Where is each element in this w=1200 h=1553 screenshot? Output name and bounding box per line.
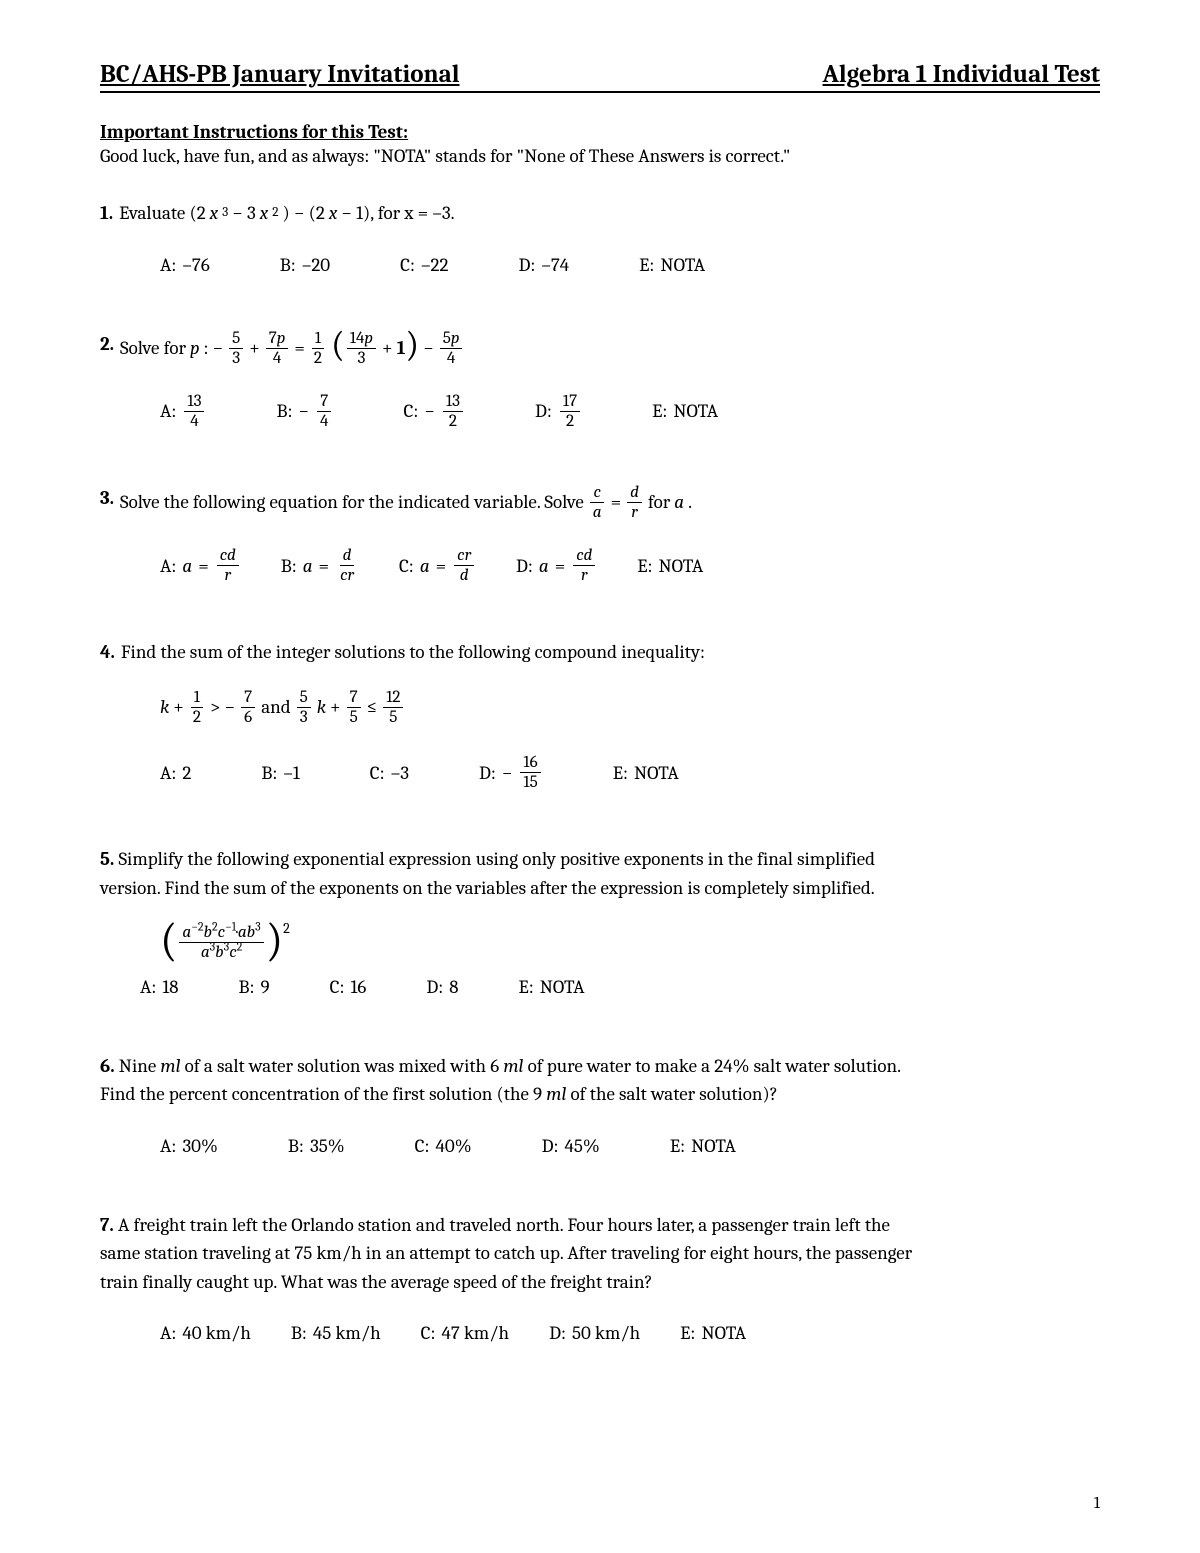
q7-number: 7.: [100, 1214, 114, 1236]
header-left: BC/AHS-PB January Invitational: [100, 60, 459, 89]
q3-choice-b: B: a = dcr: [281, 547, 359, 584]
q4-choice-e: E: NOTA: [613, 762, 679, 784]
q6-choices: A: 30% B: 35% C: 40% D: 45% E: NOTA: [160, 1135, 1100, 1157]
q2-choice-a: A: 134: [160, 393, 206, 430]
question-3: 3. Solve the following equation for the …: [100, 484, 1100, 584]
q5-line2: version. Find the sum of the exponents o…: [100, 877, 875, 899]
q4-choices: A: 2 B: –1 C: –3 D: −1615 E: NOTA: [160, 754, 1100, 791]
q5-choice-a: A: 18: [140, 976, 179, 998]
q5-choice-e: E: NOTA: [518, 976, 584, 998]
q5-choice-d: D: 8: [426, 976, 458, 998]
q1-choice-a: A: –76: [160, 254, 210, 276]
q7-choices: A: 40 km/h B: 45 km/h C: 47 km/h D: 50 k…: [160, 1322, 1100, 1344]
question-7: 7. A freight train left the Orlando stat…: [100, 1211, 1100, 1345]
q3-text: Solve the following equation for the ind…: [120, 484, 1100, 521]
instructions-title: Important Instructions for this Test:: [100, 121, 1100, 143]
q7-line2: same station traveling at 75 km/h in an …: [100, 1242, 912, 1264]
q1-choices: A: –76 B: –20 C: –22 D: –74 E: NOTA: [160, 254, 1100, 276]
page-number: 1: [1094, 1494, 1100, 1513]
q4-expression: k + 12 > − 76 and 53k + 75 ≤ 125: [160, 689, 405, 726]
question-6: 6. Nine ml of a salt water solution was …: [100, 1052, 1100, 1157]
q5-choice-b: B: 9: [239, 976, 270, 998]
q7-choice-d: D: 50 km/h: [549, 1322, 640, 1344]
q3-choice-c: C: a = crd: [399, 547, 476, 584]
q7-choice-c: C: 47 km/h: [421, 1322, 509, 1344]
q3-number: 3.: [100, 484, 114, 513]
page-header: BC/AHS-PB January Invitational Algebra 1…: [100, 60, 1100, 93]
q5-number: 5.: [100, 848, 114, 870]
instructions-text: Good luck, have fun, and as always: "NOT…: [100, 145, 1100, 167]
q2-choice-d: D: 172: [535, 393, 582, 430]
q3-choice-a: A: a = cdr: [160, 547, 241, 584]
q2-choice-e: E: NOTA: [652, 400, 718, 422]
q1-number: 1.: [100, 199, 113, 228]
q4-choice-a: A: 2: [160, 762, 191, 784]
q2-choices: A: 134 B: −74 C: −132 D: 172 E: NOTA: [160, 393, 1100, 430]
q6-choice-c: C: 40%: [415, 1135, 472, 1157]
q1-choice-d: D: –74: [518, 254, 569, 276]
q4-choice-c: C: –3: [370, 762, 409, 784]
q3-choices: A: a = cdr B: a = dcr C: a = crd D: a = …: [160, 547, 1100, 584]
q6-choice-b: B: 35%: [288, 1135, 345, 1157]
q4-number: 4.: [100, 638, 115, 667]
q7-choice-e: E: NOTA: [680, 1322, 746, 1344]
q4-choice-d: D: −1615: [479, 754, 543, 791]
q5-choices: A: 18 B: 9 C: 16 D: 8 E: NOTA: [140, 976, 1100, 998]
q6-number: 6.: [100, 1055, 115, 1077]
question-1: 1. Evaluate (2x3 − 3x2) − (2x − 1) , for…: [100, 199, 1100, 276]
q1-expression: (2x3 − 3x2) − (2x − 1): [189, 199, 370, 228]
q1-choice-b: B: –20: [280, 254, 330, 276]
q4-choice-b: B: –1: [261, 762, 299, 784]
q1-text: Evaluate (2x3 − 3x2) − (2x − 1) , for x …: [119, 199, 1100, 228]
q5-line1: Simplify the following exponential expre…: [118, 848, 875, 870]
question-5: 5. Simplify the following exponential ex…: [100, 845, 1100, 998]
q6-choice-a: A: 30%: [160, 1135, 218, 1157]
header-right: Algebra 1 Individual Test: [823, 60, 1100, 89]
q6-choice-d: D: 45%: [542, 1135, 600, 1157]
page: BC/AHS-PB January Invitational Algebra 1…: [0, 0, 1200, 1553]
q3-choice-d: D: a = cdr: [516, 547, 597, 584]
q7-line3: train finally caught up. What was the av…: [100, 1271, 653, 1293]
q2-number: 2.: [100, 330, 114, 359]
q7-line1: A freight train left the Orlando station…: [118, 1214, 890, 1236]
q2-text: Solve for p: − 53 + 7p4 = 12 (14p3+ 1) −…: [120, 330, 1100, 367]
q2-choice-c: C: −132: [403, 393, 465, 430]
q2-choice-b: B: −74: [276, 393, 333, 430]
q3-choice-e: E: NOTA: [637, 555, 703, 577]
q6-choice-e: E: NOTA: [670, 1135, 736, 1157]
question-4: 4. Find the sum of the integer solutions…: [100, 638, 1100, 791]
q7-choice-b: B: 45 km/h: [291, 1322, 381, 1344]
instructions-block: Important Instructions for this Test: Go…: [100, 121, 1100, 167]
q7-choice-a: A: 40 km/h: [160, 1322, 251, 1344]
q1-choice-c: C: –22: [400, 254, 448, 276]
q5-choice-c: C: 16: [330, 976, 367, 998]
q1-choice-e: E: NOTA: [639, 254, 705, 276]
q4-text: Find the sum of the integer solutions to…: [121, 638, 1100, 667]
q5-expression: ( a−2b2c−1·ab3 a3b3c2 ) 2: [160, 924, 1100, 962]
question-2: 2. Solve for p: − 53 + 7p4 = 12 (14p3+ 1…: [100, 330, 1100, 430]
